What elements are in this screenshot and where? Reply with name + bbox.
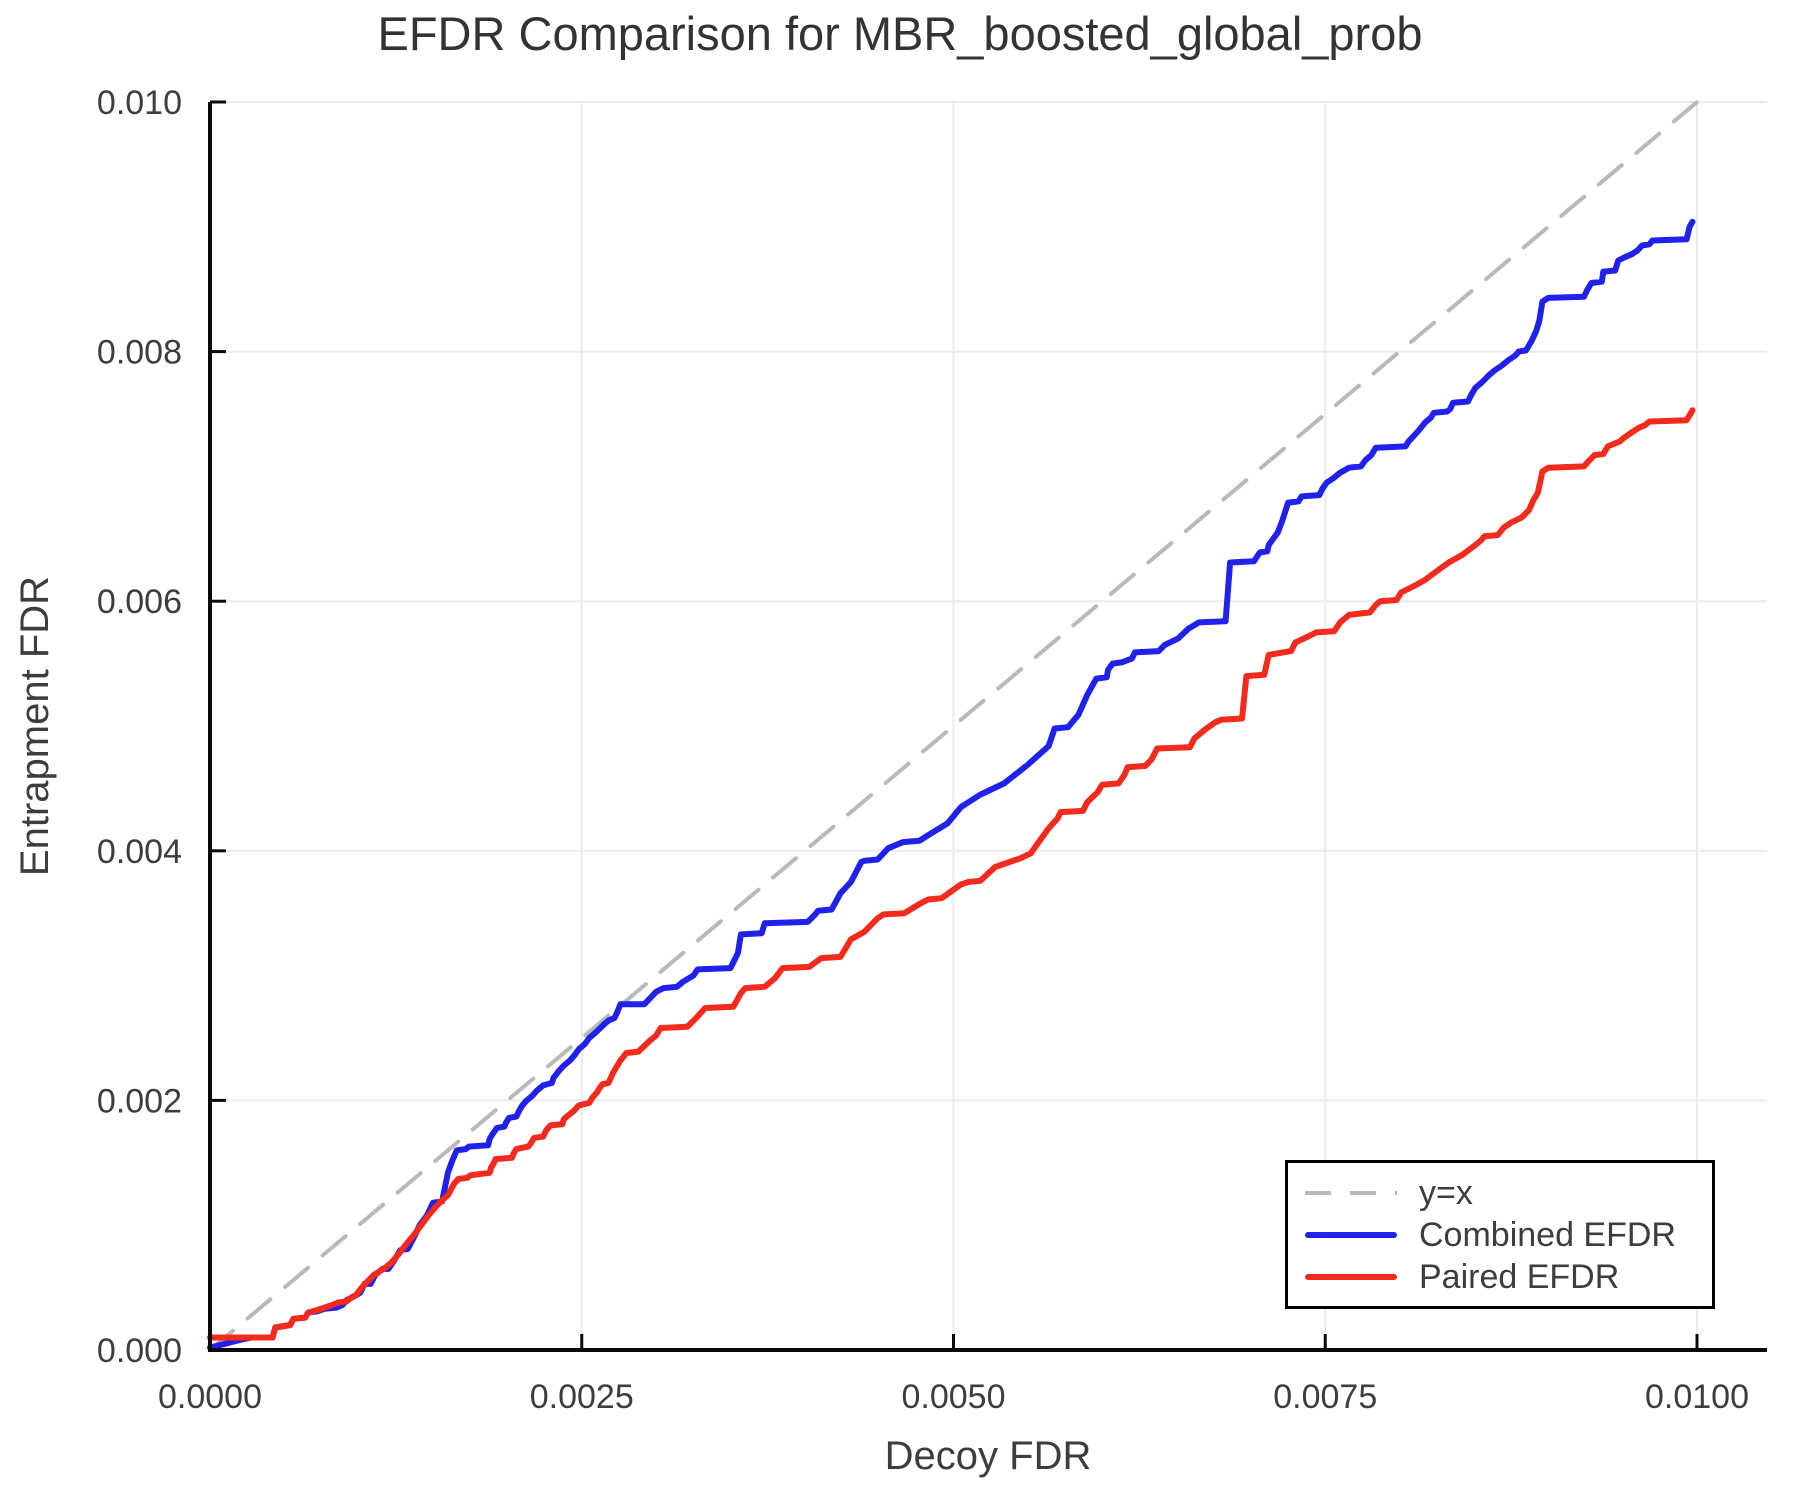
blue-line-sample xyxy=(1305,1231,1397,1238)
legend-item-combined-efdr: Combined EFDR xyxy=(1305,1216,1712,1254)
legend-label-paired-efdr: Paired EFDR xyxy=(1419,1257,1620,1296)
x-tick-label: 0.0075 xyxy=(1273,1378,1377,1416)
x-axis-label: Decoy FDR xyxy=(884,1434,1092,1478)
y-tick-label: 0.006 xyxy=(97,583,182,621)
series-y-x xyxy=(208,100,1699,1352)
legend: y=x Combined EFDR Paired EFDR xyxy=(1285,1160,1715,1309)
legend-label-combined-efdr: Combined EFDR xyxy=(1419,1215,1676,1254)
legend-item-yx: y=x xyxy=(1305,1174,1712,1212)
legend-label-yx: y=x xyxy=(1419,1173,1473,1212)
x-tick-label: 0.0000 xyxy=(158,1378,262,1416)
y-tick-label: 0.010 xyxy=(97,84,182,122)
dashed-line-sample xyxy=(1305,1190,1397,1195)
x-tick-label: 0.0025 xyxy=(530,1378,634,1416)
y-tick-label: 0.002 xyxy=(97,1082,182,1120)
x-tick-label: 0.0050 xyxy=(902,1378,1006,1416)
red-line-sample xyxy=(1305,1273,1397,1280)
y-axis-label: Entrapment FDR xyxy=(13,575,57,877)
y-tick-label: 0.008 xyxy=(97,334,182,372)
series-paired-efdr xyxy=(207,407,1696,1341)
chart-title: EFDR Comparison for MBR_boosted_global_p… xyxy=(377,7,1423,60)
y-tick-label: 0.000 xyxy=(97,1332,182,1370)
x-tick-label: 0.0100 xyxy=(1645,1378,1749,1416)
y-tick-label: 0.004 xyxy=(97,833,182,871)
legend-item-paired-efdr: Paired EFDR xyxy=(1305,1258,1712,1296)
